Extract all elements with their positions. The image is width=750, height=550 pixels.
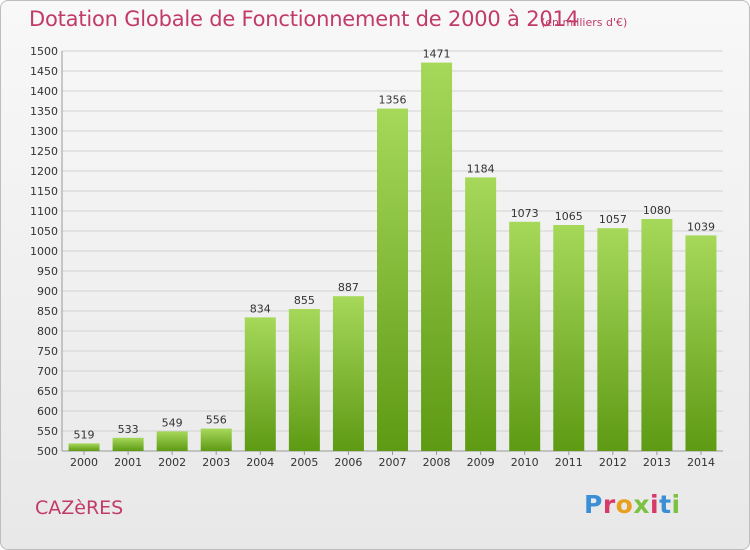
y-tick-label: 1250 bbox=[30, 145, 58, 158]
x-tick-label: 2009 bbox=[467, 456, 495, 469]
y-tick-label: 1000 bbox=[30, 245, 58, 258]
bar-value-label: 887 bbox=[338, 281, 359, 294]
bar-value-label: 834 bbox=[250, 302, 271, 315]
bar-value-label: 1080 bbox=[643, 204, 671, 217]
chart-title: Dotation Globale de Fonctionnement de 20… bbox=[29, 7, 579, 31]
y-tick-label: 500 bbox=[37, 445, 58, 458]
x-tick-label: 2000 bbox=[70, 456, 98, 469]
y-tick-label: 1150 bbox=[30, 185, 58, 198]
bar-2011 bbox=[553, 225, 585, 451]
bar-value-label: 1039 bbox=[687, 220, 715, 233]
y-tick-label: 650 bbox=[37, 385, 58, 398]
y-tick-label: 700 bbox=[37, 365, 58, 378]
y-tick-label: 750 bbox=[37, 345, 58, 358]
x-tick-label: 2003 bbox=[202, 456, 230, 469]
bar-value-label: 549 bbox=[162, 416, 183, 429]
y-tick-label: 1400 bbox=[30, 85, 58, 98]
bar-2001 bbox=[112, 437, 144, 451]
x-tick-label: 2002 bbox=[158, 456, 186, 469]
y-tick-label: 800 bbox=[37, 325, 58, 338]
bar-2012 bbox=[597, 228, 629, 451]
bar-value-label: 519 bbox=[74, 428, 95, 441]
bar-2014 bbox=[685, 235, 717, 451]
commune-name: CAZèRES bbox=[35, 497, 124, 519]
bar-2009 bbox=[465, 177, 497, 451]
bar-value-label: 556 bbox=[206, 414, 227, 427]
bar-value-label: 1471 bbox=[423, 48, 451, 61]
y-tick-label: 600 bbox=[37, 405, 58, 418]
bar-value-label: 1057 bbox=[599, 213, 627, 226]
y-tick-label: 850 bbox=[37, 305, 58, 318]
x-tick-label: 2011 bbox=[555, 456, 583, 469]
bar-value-label: 1184 bbox=[467, 162, 495, 175]
y-tick-label: 1200 bbox=[30, 165, 58, 178]
y-tick-label: 1050 bbox=[30, 225, 58, 238]
x-tick-label: 2006 bbox=[334, 456, 362, 469]
bar-value-label: 1073 bbox=[511, 207, 539, 220]
bar-2002 bbox=[156, 431, 188, 451]
bar-value-label: 855 bbox=[294, 294, 315, 307]
y-tick-label: 1100 bbox=[30, 205, 58, 218]
x-tick-label: 2008 bbox=[423, 456, 451, 469]
y-tick-label: 1350 bbox=[30, 105, 58, 118]
bar-2006 bbox=[332, 296, 364, 451]
x-tick-label: 2013 bbox=[643, 456, 671, 469]
proxiti-logo: Proxiti bbox=[584, 490, 681, 519]
y-tick-label: 550 bbox=[37, 425, 58, 438]
y-tick-label: 1500 bbox=[30, 45, 58, 58]
x-tick-label: 2007 bbox=[379, 456, 407, 469]
x-tick-label: 2001 bbox=[114, 456, 142, 469]
bar-2008 bbox=[421, 62, 453, 451]
y-tick-label: 1300 bbox=[30, 125, 58, 138]
x-tick-label: 2004 bbox=[246, 456, 274, 469]
bar-value-label: 1356 bbox=[379, 94, 407, 107]
y-tick-label: 900 bbox=[37, 285, 58, 298]
bar-2005 bbox=[288, 309, 320, 451]
bar-value-label: 533 bbox=[118, 423, 139, 436]
x-tick-label: 2014 bbox=[687, 456, 715, 469]
bar-2000 bbox=[68, 443, 100, 451]
bar-2007 bbox=[377, 108, 408, 451]
x-tick-label: 2005 bbox=[290, 456, 318, 469]
x-tick-label: 2012 bbox=[599, 456, 627, 469]
y-tick-label: 1450 bbox=[30, 65, 58, 78]
bar-value-label: 1065 bbox=[555, 210, 583, 223]
chart-subtitle: (en milliers d'€) bbox=[541, 16, 628, 29]
bar-2013 bbox=[641, 219, 673, 451]
bar-2003 bbox=[200, 428, 232, 451]
y-tick-label: 950 bbox=[37, 265, 58, 278]
bar-2010 bbox=[509, 221, 541, 451]
x-tick-label: 2010 bbox=[511, 456, 539, 469]
bar-2004 bbox=[244, 317, 276, 451]
